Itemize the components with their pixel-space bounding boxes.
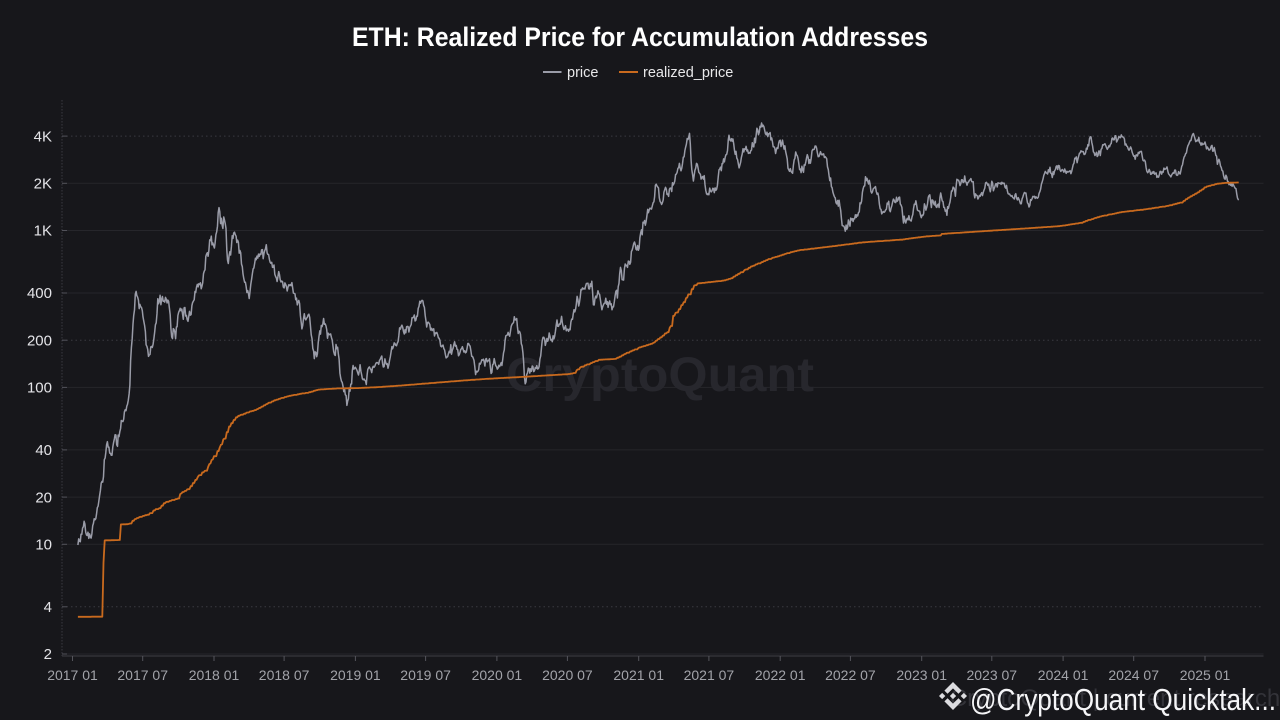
svg-text:10: 10: [35, 537, 52, 554]
svg-text:40: 40: [35, 442, 52, 459]
svg-text:20: 20: [35, 489, 52, 506]
svg-text:2022 01: 2022 01: [755, 667, 806, 683]
svg-text:2018 07: 2018 07: [259, 667, 310, 683]
svg-text:2023 07: 2023 07: [966, 667, 1017, 683]
svg-text:200: 200: [27, 332, 52, 349]
svg-text:CryptoQuant | current research: CryptoQuant | current research: [950, 685, 1280, 712]
svg-text:2019 07: 2019 07: [400, 667, 451, 683]
svg-text:2025 01: 2025 01: [1180, 667, 1231, 683]
svg-text:2021 07: 2021 07: [684, 667, 735, 683]
svg-text:@CryptoQuant Quicktak...: @CryptoQuant Quicktak...: [970, 682, 1276, 717]
svg-text:2019 01: 2019 01: [330, 667, 381, 683]
svg-text:2023 01: 2023 01: [896, 667, 947, 683]
svg-text:2017 07: 2017 07: [117, 667, 168, 683]
svg-text:2018 01: 2018 01: [189, 667, 240, 683]
svg-text:2020 07: 2020 07: [542, 667, 593, 683]
svg-text:1K: 1K: [34, 223, 52, 240]
svg-text:ETH: Realized Price for Accumu: ETH: Realized Price for Accumulation Add…: [352, 22, 928, 52]
svg-text:2024 01: 2024 01: [1038, 667, 1089, 683]
svg-text:realized_price: realized_price: [643, 65, 733, 81]
svg-text:4: 4: [44, 599, 52, 616]
svg-text:2022 07: 2022 07: [825, 667, 876, 683]
svg-text:2020 01: 2020 01: [472, 667, 523, 683]
svg-text:4K: 4K: [34, 128, 52, 145]
svg-text:2021 01: 2021 01: [613, 667, 664, 683]
svg-text:2: 2: [44, 646, 52, 663]
svg-text:2K: 2K: [34, 176, 52, 193]
svg-text:100: 100: [27, 380, 52, 397]
svg-text:2024 07: 2024 07: [1108, 667, 1159, 683]
svg-text:price: price: [567, 65, 598, 81]
svg-text:2017 01: 2017 01: [47, 667, 98, 683]
svg-text:400: 400: [27, 285, 52, 302]
